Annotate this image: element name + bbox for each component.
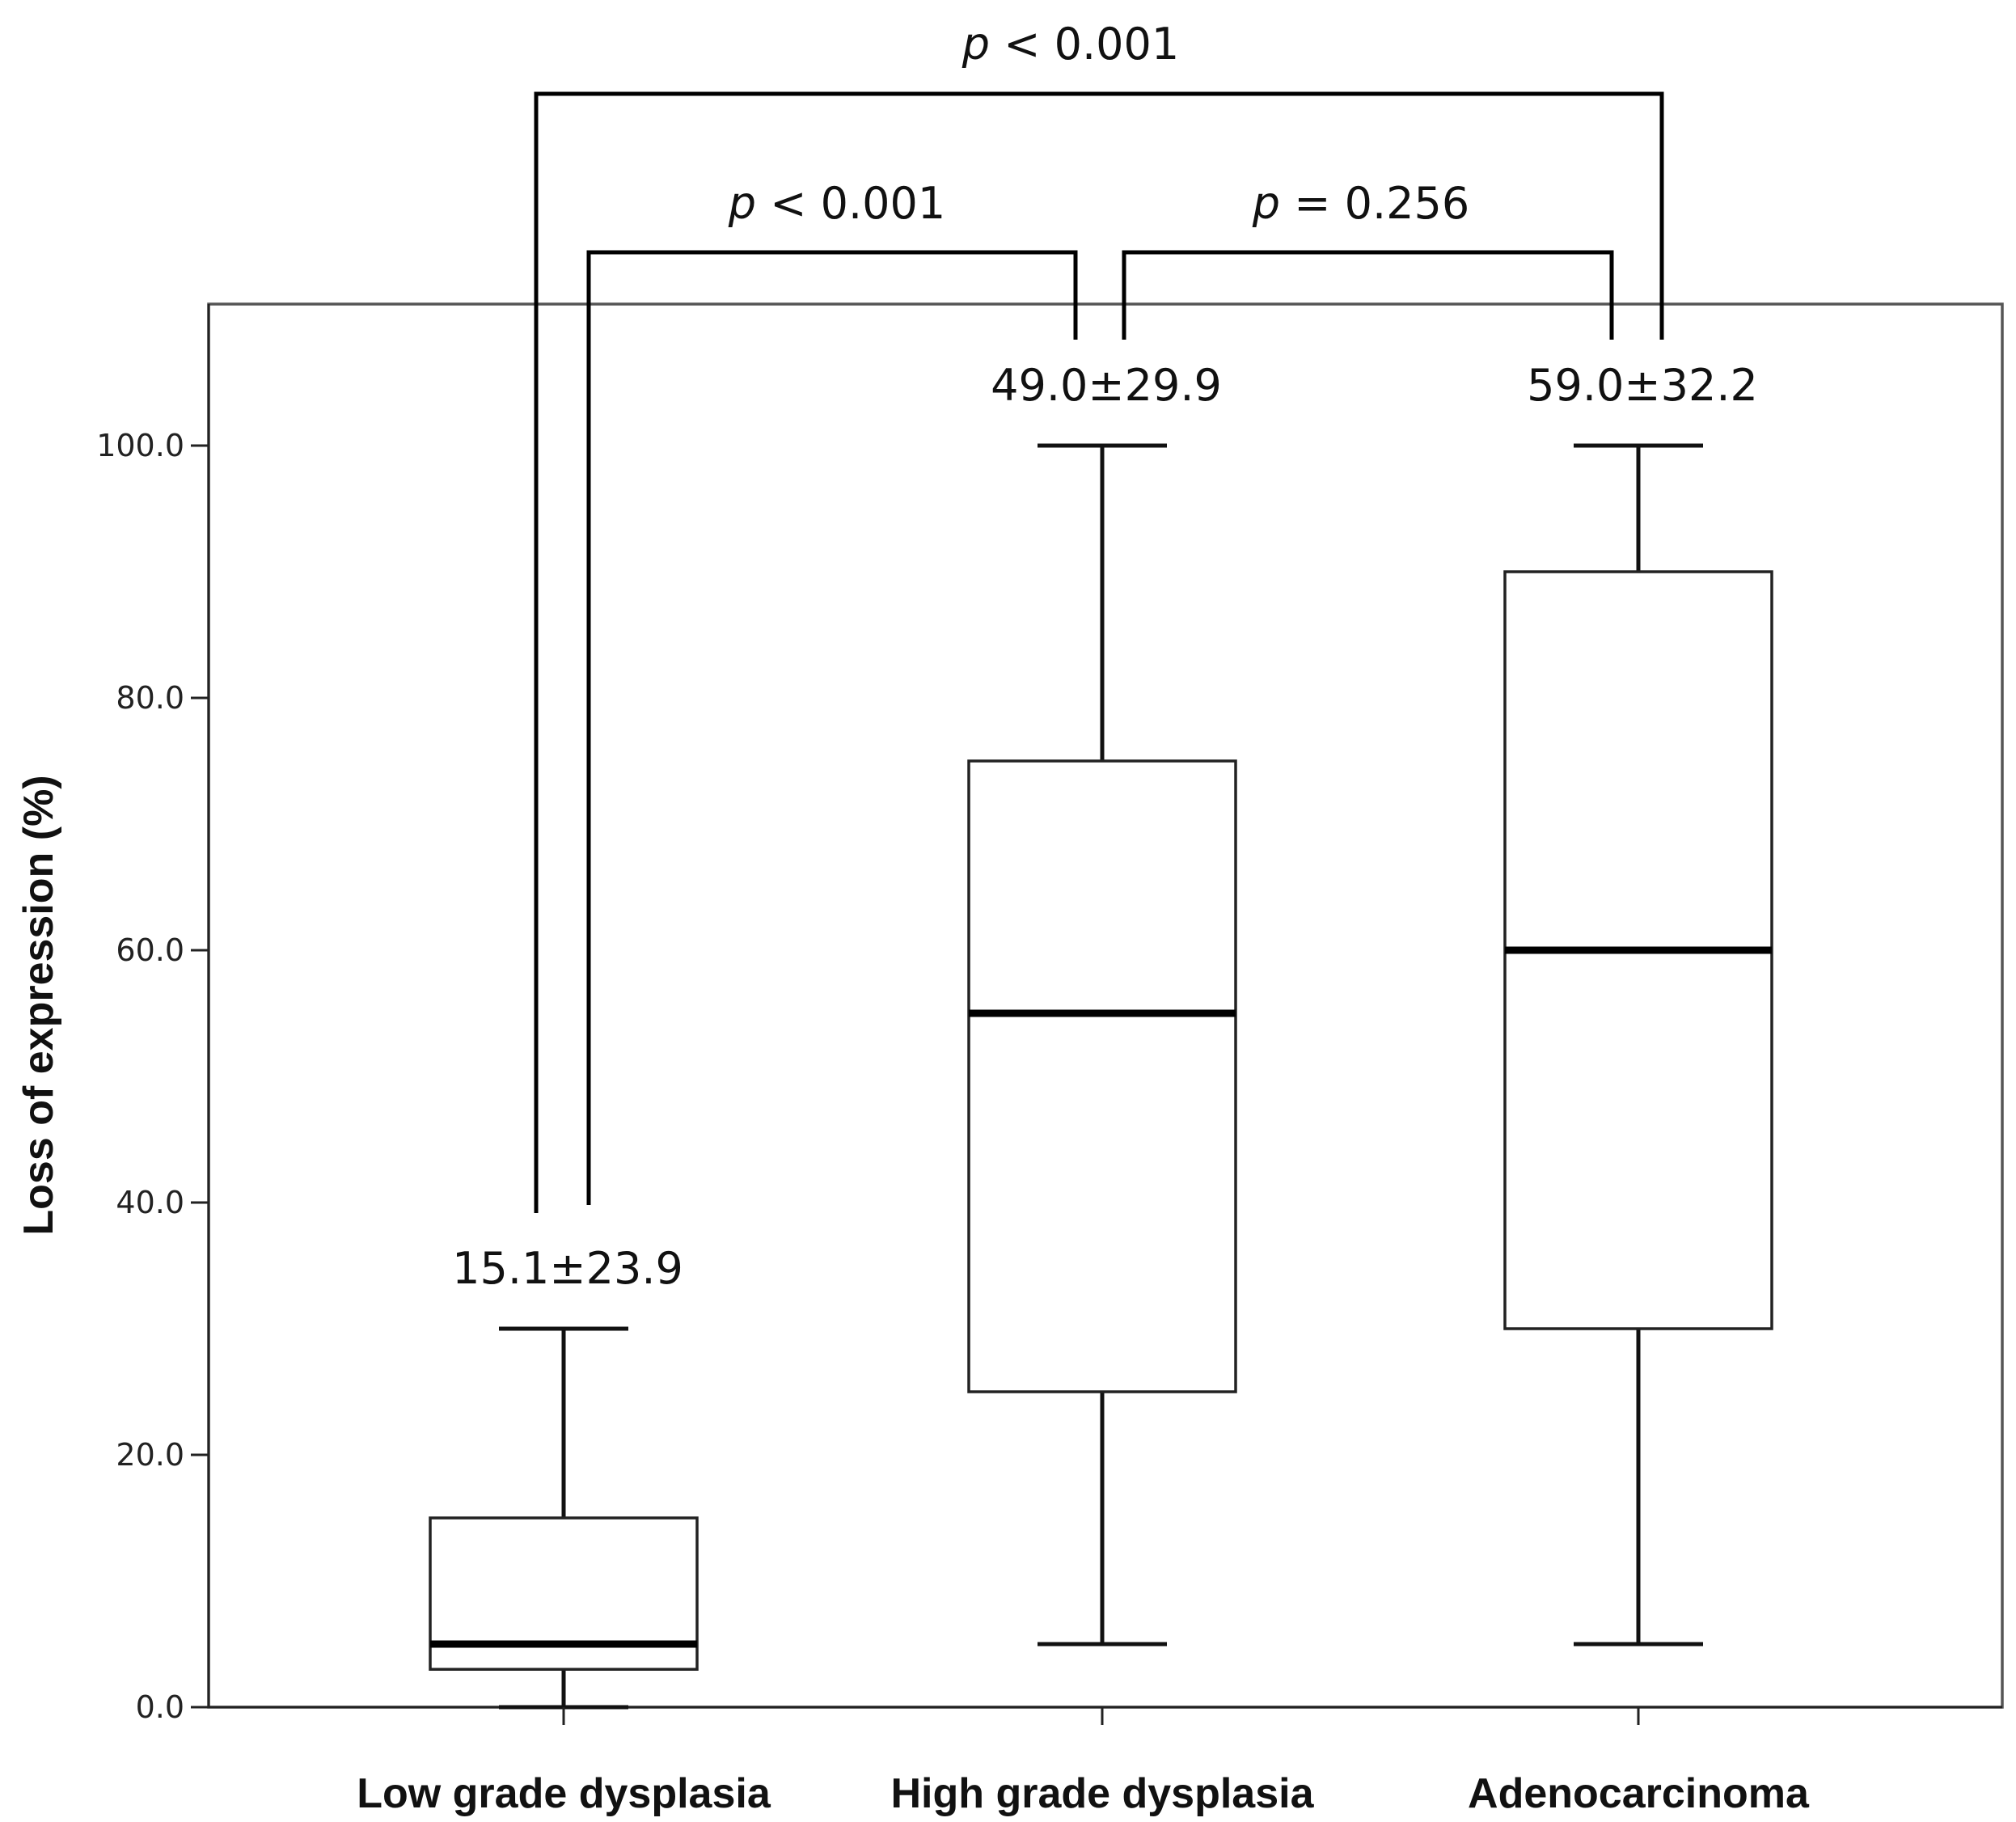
bracket-line [1122,250,1614,340]
mean-sd-label: 59.0±32.2 [1527,360,1758,411]
y-tick-label: 0.0 [136,1689,184,1725]
mean-sd-label: 49.0±29.9 [991,360,1222,411]
p-value: < 0.001 [756,178,945,229]
p-value: < 0.001 [990,19,1179,70]
box-group: 59.0±32.2 [1503,360,1773,1647]
box-group: 15.1±23.9 [429,1243,699,1710]
mean-sd-label: 15.1±23.9 [452,1243,683,1294]
y-tick-label: 40.0 [116,1185,184,1220]
x-tick-label: Low grade dysplasia [357,1770,771,1817]
significance-bracket: p < 0.001 [586,178,1078,1205]
x-axis-ticks: Low grade dysplasia High grade dysplasia A… [357,1707,1810,1817]
p-symbol: p [962,19,990,70]
box-series: 15.1±23.9 49.0±29.9 59.0±32.2 [429,360,1773,1710]
y-tick-label: 60.0 [116,932,184,968]
p-value-label: p < 0.001 [962,19,1179,70]
bracket-line [586,250,1078,1205]
p-symbol: p [1252,178,1280,229]
y-axis-ticks: 0.0 20.0 40.0 60.0 80.0 100.0 [96,428,209,1725]
box-group: 49.0±29.9 [967,360,1237,1647]
y-tick-label: 100.0 [96,428,184,463]
x-tick-label: Adenocarcinoma [1468,1770,1810,1817]
p-value: = 0.256 [1280,178,1469,229]
y-axis-title: Loss of expression (%) [15,775,62,1235]
y-tick-label: 80.0 [116,680,184,716]
significance-bracket: p = 0.256 [1122,178,1614,340]
significance-bracket: p < 0.001 [534,19,1664,1213]
y-tick-label: 20.0 [116,1437,184,1473]
p-value-label: p = 0.256 [1252,178,1469,229]
x-tick-label: High grade dysplasia [890,1770,1314,1817]
iqr-box [967,759,1237,1393]
bracket-line [534,91,1664,1213]
p-symbol: p [728,178,756,229]
p-value-label: p < 0.001 [728,178,945,229]
